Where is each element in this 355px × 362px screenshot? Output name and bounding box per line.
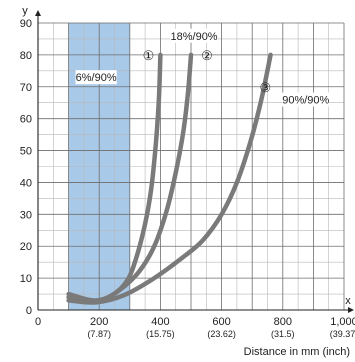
- x-axis-arrow: [348, 307, 354, 313]
- y-tick-label: 60: [20, 114, 32, 126]
- series-number-1: ①: [143, 48, 155, 63]
- y-tick-label: 90: [20, 18, 32, 30]
- axes: [35, 10, 354, 313]
- y-tick-label: 20: [20, 241, 32, 253]
- series-number-3: ③: [260, 80, 272, 95]
- y-tick-label: 30: [20, 209, 32, 221]
- x-tick-label: 800: [274, 316, 292, 328]
- y-tick-label: 80: [20, 50, 32, 62]
- series-name-1: 6%/90%: [76, 72, 117, 84]
- x-tick-label: 600: [212, 316, 230, 328]
- labels-layer: 0 10 20 30 40 50 60 70 80 90 0 200(7.87) 400(15.75) 6…: [20, 5, 355, 358]
- x-tick-sublabel: (31.5): [271, 329, 295, 339]
- series-name-bg-3: [282, 92, 330, 107]
- x-tick-label: 1,000: [330, 316, 355, 328]
- series-number-2: ②: [201, 48, 213, 63]
- series-layer: [66, 52, 273, 305]
- x-tick-sublabel: (7.87): [87, 329, 111, 339]
- x-tick-label: 400: [151, 316, 169, 328]
- y-axis-arrow: [35, 10, 41, 16]
- x-tick-sublabel: (15.75): [146, 329, 175, 339]
- series-name-bg-1: [75, 70, 117, 85]
- x-axis-title: Distance in mm (inch): [244, 346, 350, 358]
- y-tick-label: 50: [20, 146, 32, 158]
- y-tick-label: 0: [26, 305, 32, 317]
- series-line-3: [66, 52, 273, 305]
- x-tick-sublabel: (23.62): [207, 329, 236, 339]
- y-axis-letter: y: [22, 5, 28, 17]
- series-name-3: 90%/90%: [282, 95, 329, 107]
- y-tick-label: 70: [20, 82, 32, 94]
- y-tick-label: 40: [20, 177, 32, 189]
- series-name-bg-2: [170, 28, 218, 43]
- x-tick-label: 0: [35, 316, 41, 328]
- x-tick-sublabel: (39.37): [330, 329, 355, 339]
- x-tick-label: 200: [90, 316, 108, 328]
- series-name-2: 18%/90%: [171, 31, 218, 43]
- x-axis-letter: x: [345, 295, 351, 307]
- y-tick-label: 10: [20, 273, 32, 285]
